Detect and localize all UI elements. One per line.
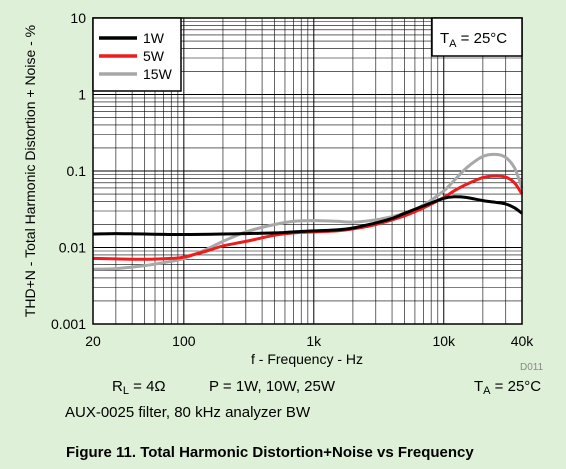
load-resistance-note: RL = 4Ω (112, 378, 166, 397)
x-tick-label: 20 (85, 333, 101, 349)
x-tick-label: 100 (172, 333, 196, 349)
ta-annotation-box (431, 17, 523, 57)
plot-frame (92, 17, 523, 325)
x-axis-title: f - Frequency - Hz (251, 351, 363, 367)
y-tick-label: 10 (70, 10, 86, 26)
figure-id: D011 (520, 362, 544, 373)
x-tick-label: 1k (306, 333, 322, 349)
y-tick-label: 1 (78, 87, 86, 103)
power-note: P = 1W, 10W, 25W (209, 378, 336, 395)
tick-labels: 20 100 1k 10k 40k 10 1 0.1 0.01 0.001 (51, 10, 534, 349)
y-axis-title: THD+N - Total Harmonic Distortion + Nois… (22, 25, 38, 317)
figure-caption: Figure 11. Total Harmonic Distortion+Noi… (66, 444, 474, 461)
temperature-note: TA = 25°C (474, 378, 542, 397)
x-tick-label: 40k (511, 333, 535, 349)
legend-label-5w: 5W (143, 48, 165, 64)
ta-annotation-text: TA = 25°C (440, 30, 507, 50)
y-tick-label: 0.1 (67, 163, 87, 179)
y-tick-label: 0.001 (51, 316, 86, 332)
x-tick-label: 10k (432, 333, 456, 349)
legend-label-1w: 1W (143, 30, 165, 46)
legend: 1W 5W 15W (92, 17, 182, 92)
filter-note: AUX-0025 filter, 80 kHz analyzer BW (65, 404, 311, 421)
y-tick-label: 0.01 (59, 240, 86, 256)
series-lines (92, 152, 524, 271)
legend-label-15w: 15W (143, 66, 173, 82)
series-line-1w (92, 195, 523, 236)
ta-annotation: TA = 25°C (431, 17, 523, 57)
